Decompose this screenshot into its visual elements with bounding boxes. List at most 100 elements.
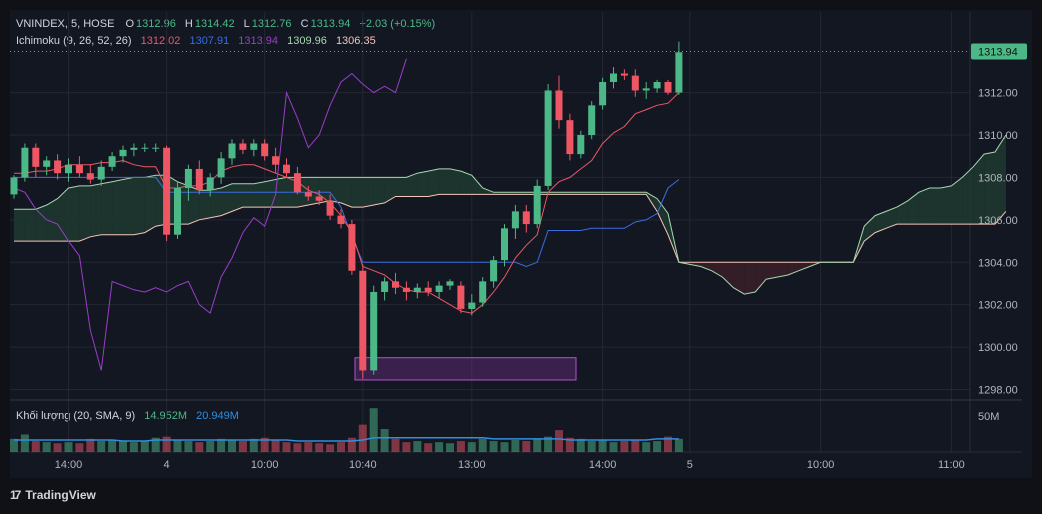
volume-bar xyxy=(358,424,367,452)
ichimoku-label: Ichimoku (9, 26, 52, 26) xyxy=(16,35,132,47)
highlight-rectangle xyxy=(354,357,577,381)
volume-legend[interactable]: Khối lượng (20, SMA, 9) 14.952M 20.949M xyxy=(16,410,241,422)
price-tick-label: 1312.00 xyxy=(978,88,1018,100)
volume-bars xyxy=(10,408,683,452)
volume-bar xyxy=(293,443,302,452)
cloud-segment xyxy=(46,198,58,242)
ohlc-legend: VNINDEX, 5, HOSE O 1312.96 H 1314.42 L 1312… xyxy=(16,18,437,30)
volume-bar xyxy=(402,442,411,452)
cloud-segment xyxy=(548,192,559,195)
cloud-segment xyxy=(264,179,276,208)
volume-bar xyxy=(86,438,95,452)
cloud-segment xyxy=(373,177,385,205)
candle-body xyxy=(424,287,432,292)
close-value: 1313.94 xyxy=(310,18,351,30)
cloud-segment xyxy=(101,181,113,235)
candle-body xyxy=(152,147,160,149)
volume-bar xyxy=(184,441,193,452)
candle-body xyxy=(75,164,83,174)
candle-body xyxy=(108,156,116,167)
volume-bar xyxy=(97,441,106,452)
candle-body xyxy=(250,143,258,150)
cloud-segment xyxy=(559,192,570,195)
volume-sma-value: 20.949M xyxy=(196,410,239,422)
volume-bar xyxy=(424,443,433,452)
volume-bar xyxy=(315,443,324,452)
cloud-segment xyxy=(984,151,995,225)
volume-bar xyxy=(347,437,356,452)
candle-body xyxy=(457,285,465,309)
volume-bar xyxy=(500,442,509,452)
cloud-segment xyxy=(253,181,265,208)
volume-bar xyxy=(31,441,40,452)
volume-bar xyxy=(206,441,215,452)
volume-axis-label: 50M xyxy=(978,411,999,423)
candle-body xyxy=(32,147,40,167)
candle-body xyxy=(446,281,454,286)
volume-bar xyxy=(511,439,520,452)
grid-lines xyxy=(10,12,970,452)
volume-bar xyxy=(238,441,247,452)
cloud-segment xyxy=(951,177,963,225)
volume-bar xyxy=(664,436,672,452)
volume-value: 14.952M xyxy=(144,410,188,422)
last-price-label: 1313.94 xyxy=(978,46,1018,58)
volume-bar xyxy=(544,436,553,452)
volume-bar xyxy=(467,442,476,452)
candle-body xyxy=(141,147,149,149)
time-tick-label: 14:00 xyxy=(589,459,617,471)
open-value: 1312.96 xyxy=(136,18,176,30)
time-tick-label: 4 xyxy=(164,459,170,471)
cloud-segment xyxy=(35,205,47,242)
cloud-segment xyxy=(112,179,123,235)
close-label: C xyxy=(300,18,309,30)
candle-body xyxy=(653,81,661,89)
cloud-segment xyxy=(733,262,745,295)
volume-bar xyxy=(478,438,487,452)
ichimoku-lagging-value: 1313.94 xyxy=(238,35,279,47)
price-tick-label: 1308.00 xyxy=(978,172,1018,184)
volume-bar xyxy=(304,442,313,452)
volume-bar xyxy=(587,441,596,452)
price-tick-label: 1302.00 xyxy=(978,300,1018,312)
cloud-segment xyxy=(471,175,483,195)
candle-body xyxy=(533,185,541,225)
cloud-segment xyxy=(886,207,897,229)
cloud-segment xyxy=(700,262,712,271)
cloud-segment xyxy=(90,183,102,237)
tradingview-icon: 17 xyxy=(10,488,21,502)
tradingview-logo[interactable]: 17 TradingView xyxy=(10,488,96,502)
price-tick-label: 1306.00 xyxy=(978,215,1018,227)
candle-body xyxy=(304,192,312,197)
candle-body xyxy=(588,105,596,136)
candle-body xyxy=(468,302,476,309)
ichimoku-cloud xyxy=(14,135,1006,295)
volume-bar xyxy=(282,442,291,452)
cloud-segment xyxy=(68,185,80,242)
last-price-tag xyxy=(971,43,1027,60)
candle-body xyxy=(490,260,498,282)
ichimoku-legend[interactable]: Ichimoku (9, 26, 52, 26) 1312.02 1307.91… xyxy=(16,35,378,47)
price-tick-label: 1298.00 xyxy=(978,385,1018,397)
time-axis: 14:00 4 10:00 10:40 13:00 14:00 5 10:00 11:00 xyxy=(55,459,965,471)
time-tick-label: 11:00 xyxy=(938,459,965,471)
volume-bar xyxy=(620,441,629,452)
candle-body xyxy=(522,211,530,225)
cloud-segment xyxy=(591,192,603,195)
candle-body xyxy=(119,149,127,157)
cloud-segment xyxy=(428,168,440,197)
candle-body xyxy=(21,147,29,178)
candle-body xyxy=(239,143,247,150)
candle-body xyxy=(435,285,443,292)
cloud-segment xyxy=(657,198,668,235)
candle-body xyxy=(206,177,214,191)
low-label: L xyxy=(243,18,250,30)
symbol-label[interactable]: VNINDEX, 5, HOSE xyxy=(16,18,115,30)
cloud-segment xyxy=(755,262,767,292)
cloud-segment xyxy=(493,192,505,195)
candle-body xyxy=(479,281,487,303)
cloud-segment xyxy=(188,185,200,225)
cloud-segment xyxy=(460,171,472,195)
volume-bar xyxy=(195,442,204,452)
